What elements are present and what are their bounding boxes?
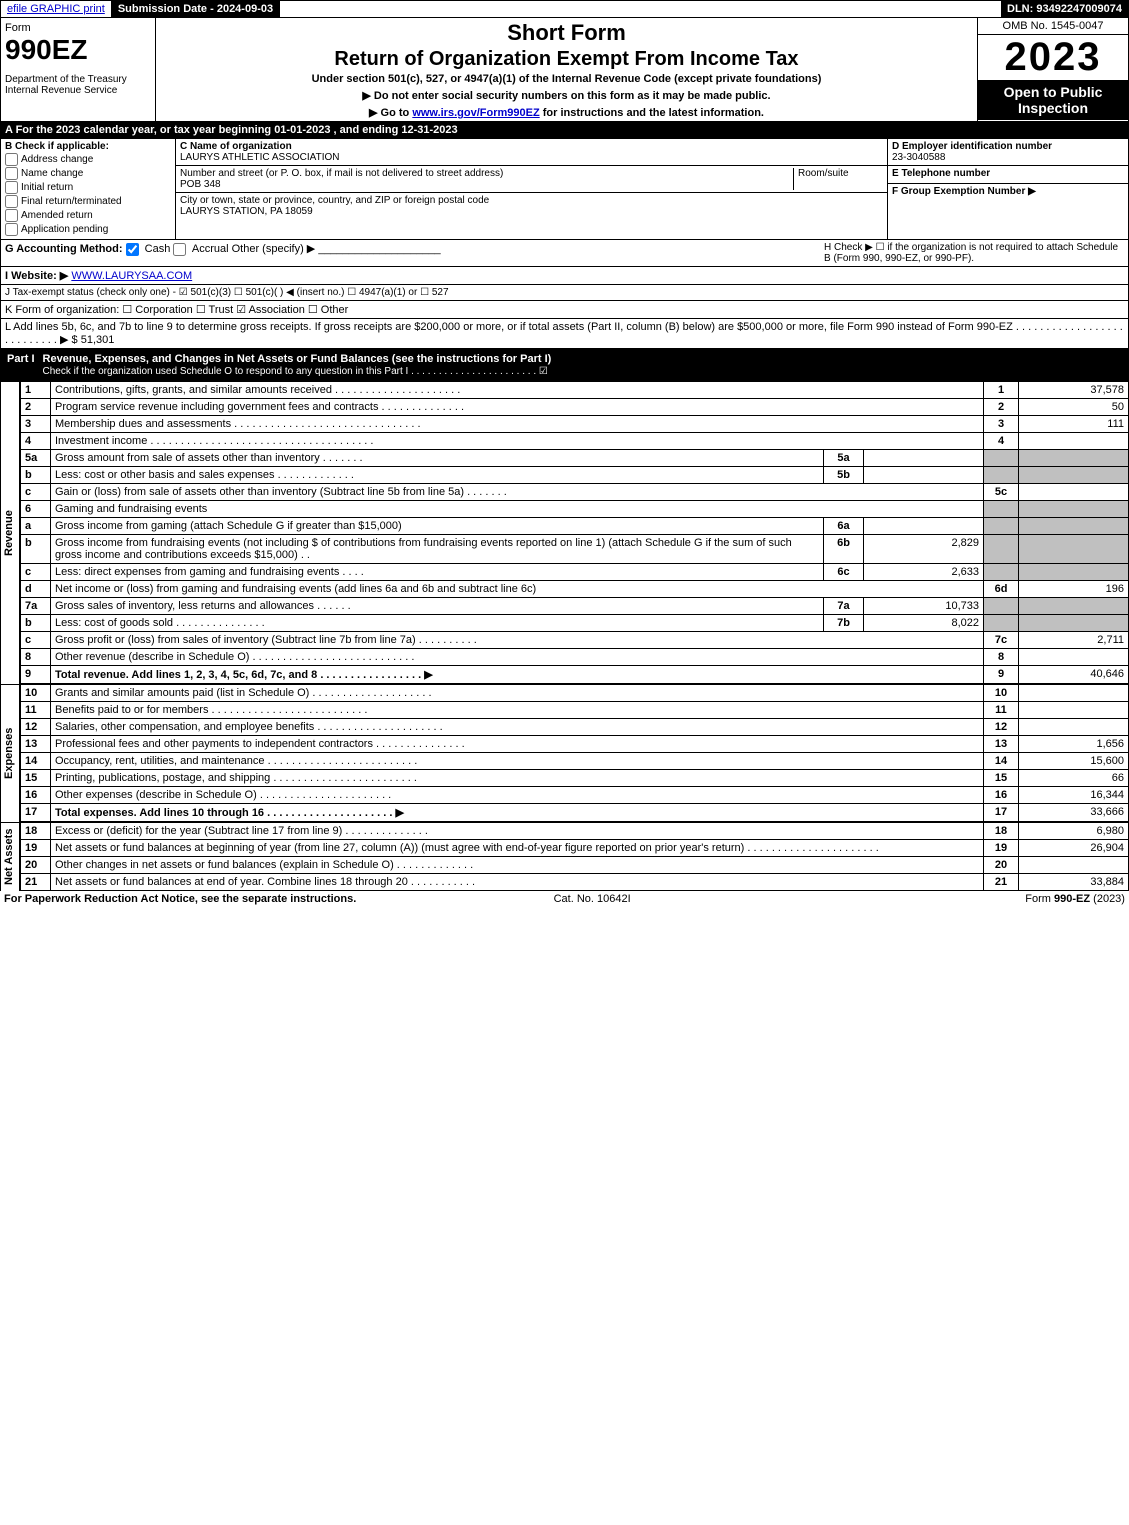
table-row: cLess: direct expenses from gaming and f… <box>21 564 1129 581</box>
irs-link[interactable]: www.irs.gov/Form990EZ <box>412 107 539 119</box>
table-row: 18Excess or (deficit) for the year (Subt… <box>21 823 1129 840</box>
line-a: A For the 2023 calendar year, or tax yea… <box>0 122 1129 139</box>
form-header: Form 990EZ Department of the Treasury In… <box>0 18 1129 122</box>
under-section: Under section 501(c), 527, or 4947(a)(1)… <box>160 73 973 85</box>
revenue-sidelabel: Revenue <box>0 381 20 684</box>
efile-link[interactable]: efile GRAPHIC print <box>7 3 105 15</box>
check-initial-return[interactable]: Initial return <box>5 181 171 194</box>
table-row: 1Contributions, gifts, grants, and simil… <box>21 382 1129 399</box>
table-row: 20Other changes in net assets or fund ba… <box>21 857 1129 874</box>
submission-date: Submission Date - 2024-09-03 <box>112 1 280 17</box>
table-row: bLess: cost or other basis and sales exp… <box>21 467 1129 484</box>
dln: DLN: 93492247009074 <box>1001 1 1128 17</box>
netassets-section: Net Assets 18Excess or (deficit) for the… <box>0 822 1129 891</box>
table-row: 6Gaming and fundraising events <box>21 501 1129 518</box>
form-word: Form <box>5 22 151 34</box>
footer-left: For Paperwork Reduction Act Notice, see … <box>4 893 356 905</box>
expenses-sidelabel: Expenses <box>0 684 20 822</box>
city-value: LAURYS STATION, PA 18059 <box>180 206 313 217</box>
revenue-section: Revenue 1Contributions, gifts, grants, a… <box>0 381 1129 684</box>
part-i-title: Revenue, Expenses, and Changes in Net As… <box>43 353 552 365</box>
table-row: 13Professional fees and other payments t… <box>21 736 1129 753</box>
irs-label: Internal Revenue Service <box>5 85 151 96</box>
e-label: E Telephone number <box>892 168 990 179</box>
table-row: dNet income or (loss) from gaming and fu… <box>21 581 1129 598</box>
goto-note: ▶ Go to www.irs.gov/Form990EZ for instru… <box>160 106 973 119</box>
room-suite-label: Room/suite <box>793 168 883 190</box>
b-header: B Check if applicable: <box>5 141 171 152</box>
return-title: Return of Organization Exempt From Incom… <box>160 48 973 71</box>
check-cash[interactable]: Cash <box>126 243 171 255</box>
line-h: H Check ▶ ☐ if the organization is not r… <box>824 242 1124 264</box>
table-row: bGross income from fundraising events (n… <box>21 535 1129 564</box>
table-row: 5aGross amount from sale of assets other… <box>21 450 1129 467</box>
check-final-return[interactable]: Final return/terminated <box>5 195 171 208</box>
d-label: D Employer identification number <box>892 141 1124 152</box>
table-row: 3Membership dues and assessments . . . .… <box>21 416 1129 433</box>
part-i-sub: Check if the organization used Schedule … <box>43 366 548 377</box>
table-row: 15Printing, publications, postage, and s… <box>21 770 1129 787</box>
dept-treasury: Department of the Treasury <box>5 74 151 85</box>
footer-mid: Cat. No. 10642I <box>554 893 631 905</box>
line-g-h: G Accounting Method: Cash Accrual Other … <box>0 240 1129 267</box>
table-row: 16Other expenses (describe in Schedule O… <box>21 787 1129 804</box>
g-other: Other (specify) ▶ <box>232 243 316 255</box>
top-bar: efile GRAPHIC print Submission Date - 20… <box>0 0 1129 18</box>
check-amended-return[interactable]: Amended return <box>5 209 171 222</box>
table-row: 10Grants and similar amounts paid (list … <box>21 685 1129 702</box>
b-checklist: Address change Name change Initial retur… <box>5 153 171 236</box>
netassets-sidelabel: Net Assets <box>0 822 20 891</box>
table-row: 9Total revenue. Add lines 1, 2, 3, 4, 5c… <box>21 666 1129 684</box>
page-footer: For Paperwork Reduction Act Notice, see … <box>0 891 1129 907</box>
efile-label: efile GRAPHIC print <box>1 1 112 17</box>
city-label: City or town, state or province, country… <box>180 195 489 206</box>
street-label: Number and street (or P. O. box, if mail… <box>180 168 503 179</box>
c-label: C Name of organization <box>180 141 292 152</box>
line-j: J Tax-exempt status (check only one) - ☑… <box>0 285 1129 301</box>
table-row: 19Net assets or fund balances at beginni… <box>21 840 1129 857</box>
form-number: 990EZ <box>5 34 151 66</box>
table-row: 2Program service revenue including gover… <box>21 399 1129 416</box>
table-row: 8Other revenue (describe in Schedule O) … <box>21 649 1129 666</box>
table-row: 14Occupancy, rent, utilities, and mainte… <box>21 753 1129 770</box>
table-row: bLess: cost of goods sold . . . . . . . … <box>21 615 1129 632</box>
table-row: 7aGross sales of inventory, less returns… <box>21 598 1129 615</box>
expenses-section: Expenses 10Grants and similar amounts pa… <box>0 684 1129 822</box>
expenses-table: 10Grants and similar amounts paid (list … <box>20 684 1129 822</box>
table-row: 17Total expenses. Add lines 10 through 1… <box>21 804 1129 822</box>
short-form-title: Short Form <box>160 20 973 46</box>
f-label: F Group Exemption Number ▶ <box>892 186 1036 197</box>
netassets-table: 18Excess or (deficit) for the year (Subt… <box>20 822 1129 891</box>
org-name: LAURYS ATHLETIC ASSOCIATION <box>180 152 340 163</box>
table-row: cGain or (loss) from sale of assets othe… <box>21 484 1129 501</box>
section-b-f: B Check if applicable: Address change Na… <box>0 139 1129 240</box>
table-row: cGross profit or (loss) from sales of in… <box>21 632 1129 649</box>
line-l: L Add lines 5b, 6c, and 7b to line 9 to … <box>0 319 1129 349</box>
part-i-header: Part I Revenue, Expenses, and Changes in… <box>0 349 1129 381</box>
line-i: I Website: ▶ WWW.LAURYSAA.COM <box>0 267 1129 285</box>
website-link[interactable]: WWW.LAURYSAA.COM <box>71 270 192 282</box>
street-value: POB 348 <box>180 179 221 190</box>
g-label: G Accounting Method: <box>5 243 123 255</box>
ssn-note: ▶ Do not enter social security numbers o… <box>160 89 973 102</box>
line-l-value: 51,301 <box>81 334 115 346</box>
check-accrual[interactable]: Accrual <box>173 243 228 255</box>
revenue-table: 1Contributions, gifts, grants, and simil… <box>20 381 1129 684</box>
check-application-pending[interactable]: Application pending <box>5 223 171 236</box>
open-public: Open to Public Inspection <box>978 80 1128 120</box>
check-name-change[interactable]: Name change <box>5 167 171 180</box>
table-row: 4Investment income . . . . . . . . . . .… <box>21 433 1129 450</box>
table-row: aGross income from gaming (attach Schedu… <box>21 518 1129 535</box>
check-address-change[interactable]: Address change <box>5 153 171 166</box>
tax-year: 2023 <box>978 35 1128 80</box>
footer-right: Form 990-EZ (2023) <box>1025 893 1125 905</box>
line-k: K Form of organization: ☐ Corporation ☐ … <box>0 301 1129 319</box>
table-row: 21Net assets or fund balances at end of … <box>21 874 1129 891</box>
omb-number: OMB No. 1545-0047 <box>978 18 1128 35</box>
table-row: 12Salaries, other compensation, and empl… <box>21 719 1129 736</box>
part-i-tag: Part I <box>7 353 43 377</box>
ein-value: 23-3040588 <box>892 152 1124 163</box>
table-row: 11Benefits paid to or for members . . . … <box>21 702 1129 719</box>
